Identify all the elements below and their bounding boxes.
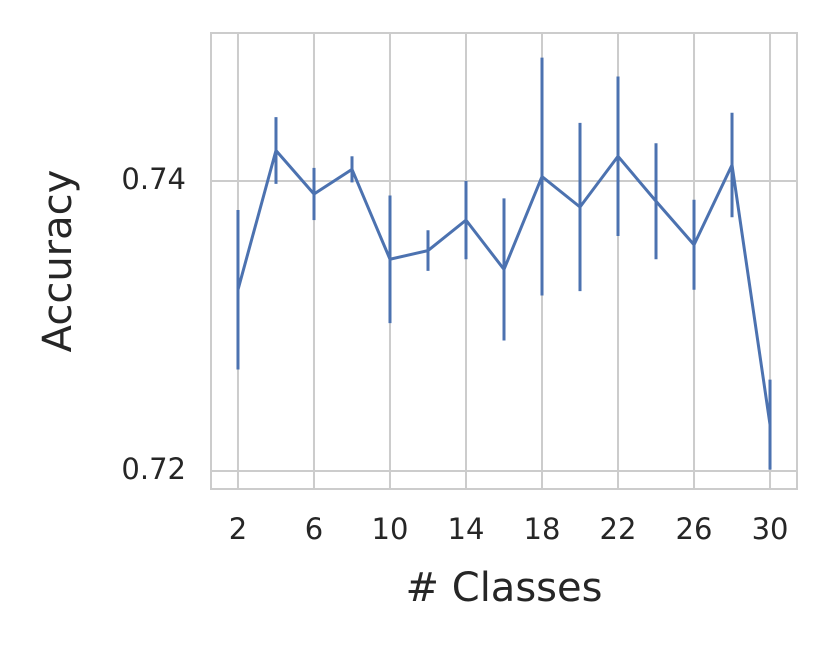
x-tick-label: 18: [524, 512, 561, 546]
x-tick-label: 10: [372, 512, 409, 546]
y-tick-label: 0.72: [121, 452, 186, 486]
y-axis-label: Accuracy: [35, 170, 81, 353]
x-tick-label: 6: [305, 512, 323, 546]
x-axis-label: # Classes: [406, 565, 603, 611]
x-tick-label: 30: [752, 512, 789, 546]
y-tick-label: 0.74: [121, 162, 186, 196]
x-tick-label: 22: [600, 512, 637, 546]
x-tick-label: 26: [676, 512, 713, 546]
x-tick-label: 2: [229, 512, 247, 546]
x-tick-label: 14: [448, 512, 485, 546]
